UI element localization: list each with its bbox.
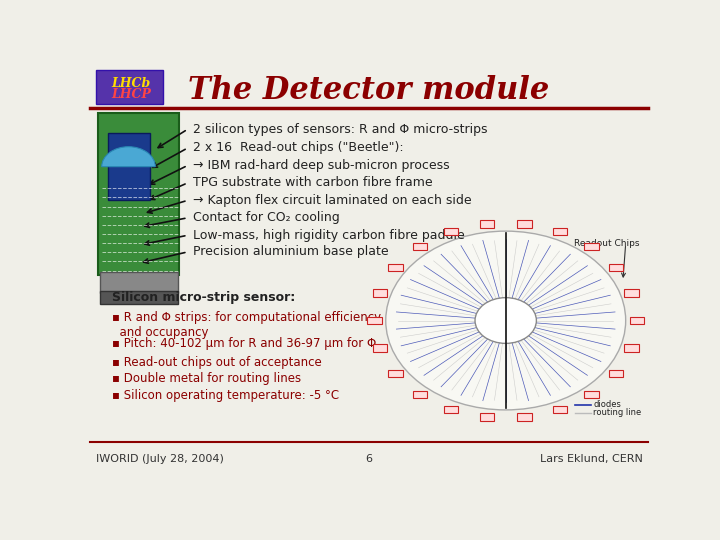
FancyBboxPatch shape xyxy=(624,345,639,352)
Circle shape xyxy=(386,231,626,410)
Text: diodes: diodes xyxy=(593,401,621,409)
Text: → Kapton flex circuit laminated on each side: → Kapton flex circuit laminated on each … xyxy=(193,194,472,207)
Text: ▪ Double metal for routing lines: ▪ Double metal for routing lines xyxy=(112,373,302,386)
Text: LHCP: LHCP xyxy=(111,88,151,101)
FancyBboxPatch shape xyxy=(585,243,599,251)
FancyBboxPatch shape xyxy=(624,289,639,297)
FancyBboxPatch shape xyxy=(413,243,427,251)
Text: Silicon micro-strip sensor:: Silicon micro-strip sensor: xyxy=(112,292,296,305)
Bar xyxy=(100,292,178,304)
Bar xyxy=(96,70,163,104)
Text: Low-mass, high rigidity carbon fibre paddle: Low-mass, high rigidity carbon fibre pad… xyxy=(193,229,465,242)
FancyBboxPatch shape xyxy=(609,369,624,377)
Text: → IBM rad-hard deep sub-micron process: → IBM rad-hard deep sub-micron process xyxy=(193,159,450,172)
Text: 6: 6 xyxy=(366,454,372,464)
Text: 2 x 16  Read-out chips ("Beetle"):: 2 x 16 Read-out chips ("Beetle"): xyxy=(193,141,404,154)
Text: Readout Chips: Readout Chips xyxy=(574,239,639,248)
Wedge shape xyxy=(102,147,156,167)
FancyBboxPatch shape xyxy=(480,414,495,421)
Text: 2 silicon types of sensors: R and Φ micro-strips: 2 silicon types of sensors: R and Φ micr… xyxy=(193,123,487,136)
FancyBboxPatch shape xyxy=(629,317,644,324)
FancyBboxPatch shape xyxy=(388,264,402,272)
FancyBboxPatch shape xyxy=(517,220,531,227)
Text: Lars Eklund, CERN: Lars Eklund, CERN xyxy=(539,454,642,464)
FancyBboxPatch shape xyxy=(553,228,567,235)
Text: IWORID (July 28, 2004): IWORID (July 28, 2004) xyxy=(96,454,223,464)
Text: ▪ Read-out chips out of acceptance: ▪ Read-out chips out of acceptance xyxy=(112,356,322,369)
FancyBboxPatch shape xyxy=(553,406,567,413)
Text: TPG substrate with carbon fibre frame: TPG substrate with carbon fibre frame xyxy=(193,177,433,190)
Text: ▪ Pitch: 40-102 μm for R and 36-97 μm for Φ: ▪ Pitch: 40-102 μm for R and 36-97 μm fo… xyxy=(112,337,377,350)
FancyBboxPatch shape xyxy=(517,414,531,421)
Text: Precision aluminium base plate: Precision aluminium base plate xyxy=(193,245,389,259)
FancyBboxPatch shape xyxy=(367,317,382,324)
FancyBboxPatch shape xyxy=(480,220,495,227)
FancyBboxPatch shape xyxy=(373,345,387,352)
Text: ▪ R and Φ strips: for computational efficiency
  and occupancy: ▪ R and Φ strips: for computational effi… xyxy=(112,311,382,339)
FancyBboxPatch shape xyxy=(373,289,387,297)
Text: The Detector module: The Detector module xyxy=(189,75,549,106)
Bar xyxy=(100,272,178,294)
Circle shape xyxy=(475,298,536,343)
Bar xyxy=(108,133,150,200)
FancyBboxPatch shape xyxy=(585,390,599,398)
FancyBboxPatch shape xyxy=(609,264,624,272)
FancyBboxPatch shape xyxy=(444,406,459,413)
FancyBboxPatch shape xyxy=(388,369,402,377)
FancyBboxPatch shape xyxy=(444,228,459,235)
Text: LHCb: LHCb xyxy=(111,77,150,90)
FancyBboxPatch shape xyxy=(413,390,427,398)
Text: routing line: routing line xyxy=(593,408,642,417)
Text: Contact for CO₂ cooling: Contact for CO₂ cooling xyxy=(193,211,340,224)
Text: ▪ Silicon operating temperature: -5 °C: ▪ Silicon operating temperature: -5 °C xyxy=(112,389,339,402)
Bar xyxy=(99,113,179,275)
